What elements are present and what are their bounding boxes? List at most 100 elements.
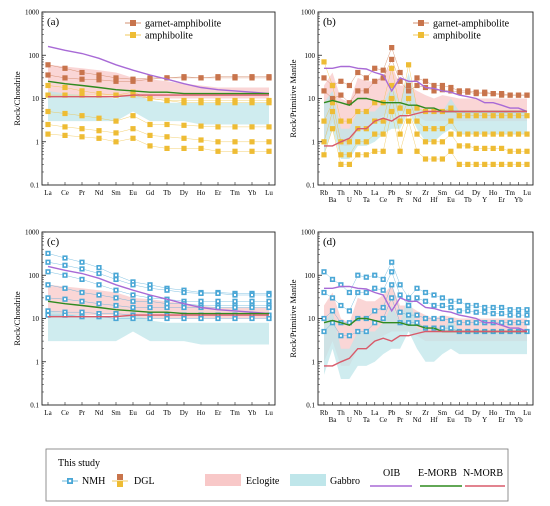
y-tick-label: 1000 [301, 229, 316, 237]
x-tick-label: Sm [438, 409, 448, 417]
sample-point [130, 89, 136, 95]
inline-legend-label: garnet-amphibolite [145, 19, 222, 30]
sample-point-center [64, 298, 66, 301]
sample-point-center [331, 321, 334, 324]
sample-point-center [81, 291, 83, 294]
sample-point [96, 77, 102, 83]
sample-point-center [441, 296, 444, 299]
x-tick-label: Pr [397, 196, 404, 204]
sample-point [45, 108, 51, 115]
sample-point-center [331, 278, 334, 281]
sample-point [113, 130, 119, 136]
chart-panel-2: 0.1 1 10 100 1000 RbBaThUNbTaLaCePbPrSrNdZrHf… [288, 9, 534, 204]
sample-point [321, 139, 327, 145]
sample-point-center [399, 283, 402, 286]
sample-point [422, 139, 429, 145]
sample-point-center [407, 304, 410, 307]
sample-point [181, 135, 187, 141]
field-gabbro [324, 292, 527, 379]
sample-point-center [132, 294, 134, 296]
sample-point-center [356, 274, 359, 277]
x-tick-label: Th [337, 189, 345, 197]
sample-point-center [356, 330, 359, 333]
sample-point [482, 161, 488, 167]
sample-point-center [416, 296, 418, 299]
legend-nmh-marker [62, 478, 78, 484]
sample-point [266, 74, 272, 80]
sample-point [465, 143, 471, 149]
sample-point-center [217, 306, 219, 309]
sample-point [329, 126, 336, 132]
sample-point-center [458, 300, 461, 303]
sample-point [198, 75, 204, 81]
x-tick-label: Tm [505, 189, 515, 197]
sample-point [389, 56, 395, 62]
sample-point [448, 148, 454, 154]
sample-point [113, 78, 119, 84]
field-eclogite [48, 284, 269, 319]
sample-point-center [217, 292, 219, 295]
inline-legend-label: amphibolite [433, 31, 481, 42]
sample-point [232, 74, 238, 80]
x-tick-label: Lu [523, 409, 531, 417]
sample-point [380, 148, 386, 154]
sample-point-center [200, 300, 202, 303]
y-axis-label: Rock/Chondrite [12, 291, 22, 346]
x-tick-label: Nb [354, 189, 363, 197]
sample-point [198, 145, 204, 151]
sample-point [499, 92, 505, 98]
sample-point [215, 124, 221, 130]
sample-point [355, 88, 361, 94]
sample-point [414, 131, 420, 137]
sample-point [355, 108, 361, 115]
sample-point [113, 92, 119, 98]
y-tick-label: 100 [29, 272, 40, 280]
x-tick-label: Gd [455, 409, 464, 417]
y-axis-label: Rock/Chondrite [12, 71, 22, 126]
sample-point [389, 45, 395, 51]
sample-point-center [449, 319, 452, 322]
sample-point-center [441, 304, 444, 307]
sample-line [47, 297, 269, 308]
sample-point [62, 65, 68, 71]
legend-eclogite-swatch [205, 474, 241, 486]
sample-point-center [500, 321, 503, 324]
x-tick-label: Y [482, 416, 487, 424]
sample-point [147, 132, 153, 138]
sample-point [515, 113, 522, 119]
sample-point [130, 126, 136, 132]
sample-point [164, 121, 170, 128]
sample-point-center [115, 317, 117, 320]
sample-point-center [323, 317, 325, 320]
sample-point [448, 84, 454, 91]
sample-point [338, 92, 344, 98]
sample-point-center [268, 317, 270, 320]
sample-point [482, 145, 488, 151]
sample-point [439, 139, 445, 145]
sample-point [266, 139, 272, 145]
y-tick-label: 1 [312, 138, 316, 146]
y-tick-label: 10 [308, 315, 316, 323]
x-tick-label: Nd [95, 189, 104, 197]
sample-point-center [149, 296, 151, 299]
field-gabbro [48, 90, 269, 125]
sample-point-center [466, 321, 469, 324]
sample-point-center [183, 291, 185, 294]
x-tick-label: Dy [472, 189, 481, 197]
sample-point [198, 100, 204, 106]
sample-point [439, 82, 445, 89]
sample-point-center [483, 306, 486, 309]
inline-legend-label: amphibolite [145, 31, 193, 42]
x-tick-label: Tm [505, 409, 515, 417]
sample-point [113, 139, 119, 145]
sample-point [266, 100, 272, 106]
sample-point [329, 100, 336, 106]
sample-point [45, 131, 51, 137]
sample-point-center [64, 311, 66, 314]
x-tick-label: La [371, 409, 379, 417]
sample-point [448, 131, 454, 137]
x-tick-label: Er [498, 416, 505, 424]
sample-point [346, 100, 352, 106]
sample-point [181, 100, 187, 106]
